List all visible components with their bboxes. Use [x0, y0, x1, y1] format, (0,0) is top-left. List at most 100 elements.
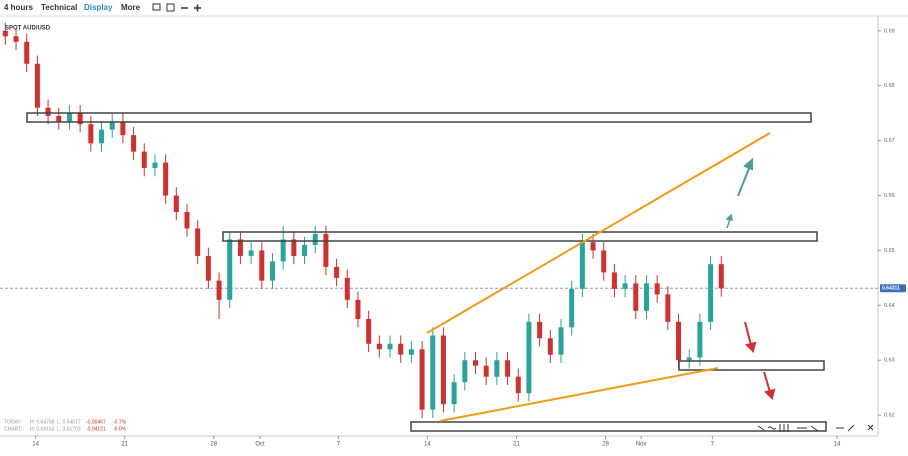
candle-body	[312, 233, 318, 245]
candle-body	[622, 283, 628, 289]
x-tick-label: 14	[424, 442, 431, 448]
candle-body	[462, 360, 468, 383]
x-tick-label: 14	[834, 442, 841, 448]
candle-body	[398, 343, 404, 355]
zoom-in[interactable]	[194, 4, 201, 12]
zone-box	[410, 421, 827, 432]
last-price-tag	[880, 284, 906, 293]
display-menu[interactable]: Display	[84, 3, 113, 12]
stat-change: -0.04121	[86, 426, 106, 432]
candle-body	[483, 365, 489, 377]
candle-body	[109, 121, 115, 130]
y-tick-label: 0.63	[884, 358, 895, 364]
zone-box	[222, 231, 818, 242]
candle-body	[302, 244, 308, 256]
candle-body	[355, 299, 361, 320]
candle-body	[376, 343, 382, 350]
candle-body	[590, 242, 596, 251]
y-tick-label: 0.66	[884, 193, 895, 199]
candle-body	[184, 212, 190, 229]
open-icon[interactable]	[152, 3, 161, 11]
candle-body	[643, 283, 649, 311]
candle-body	[24, 41, 30, 64]
candle-body	[366, 319, 372, 344]
candle-body	[237, 239, 243, 256]
candle-body	[88, 124, 94, 144]
candle-body	[269, 261, 275, 281]
candle-body	[579, 242, 585, 289]
candle-body	[291, 239, 297, 256]
candle-body	[227, 239, 233, 300]
candle-body	[195, 228, 201, 256]
x-tick-label: Nov	[636, 442, 647, 448]
stat-low: L: 0.64077	[57, 419, 81, 425]
candle-body	[708, 264, 714, 322]
candle-body	[665, 294, 671, 322]
symbol: SPOT AUD/USD	[5, 26, 51, 32]
candle-body	[505, 360, 511, 377]
y-tick-label: 0.64	[884, 303, 895, 309]
arrow-up	[737, 157, 753, 197]
arrow-down	[763, 371, 776, 400]
candle-body	[547, 338, 553, 355]
y-tick-label: 0.67	[884, 138, 895, 144]
x-tick-label: 14	[32, 442, 39, 448]
candle-body	[686, 357, 692, 361]
candle-body	[611, 272, 617, 289]
stat-low: L: 0.61703	[57, 426, 81, 432]
stat-label: CHART:	[4, 426, 22, 432]
candle-body	[34, 63, 40, 108]
stat-high: H: 0.64798	[30, 419, 55, 425]
candle-body	[45, 107, 51, 116]
candle-body	[2, 30, 8, 37]
candle-body	[654, 283, 660, 295]
y-tick-label: 0.65	[884, 248, 895, 254]
candle-body	[408, 349, 414, 355]
last-price-label: 0.64311	[882, 286, 900, 292]
candle-body	[440, 335, 446, 405]
y-tick-label: 0.62	[884, 413, 895, 419]
candle-body	[601, 250, 607, 273]
close-tools[interactable]	[867, 424, 874, 431]
candle-body	[152, 162, 158, 169]
x-tick-label: Oct	[255, 442, 265, 448]
candle-body	[515, 376, 521, 394]
candle-body	[344, 277, 350, 300]
trend-line	[439, 367, 719, 422]
candle-body	[120, 121, 126, 136]
candle-body	[13, 36, 19, 42]
candle-body	[66, 113, 72, 122]
stats: TODAY: H: 0.64798 L: 0.64077 -0.00467 -0.7% C…	[4, 419, 127, 432]
y-tick-label: 0.68	[884, 83, 895, 89]
interval-menu[interactable]: 4 hours	[4, 3, 33, 12]
candle-body	[99, 129, 105, 144]
candle-body	[205, 255, 211, 281]
technical-menu[interactable]: Technical	[41, 3, 77, 12]
candle-body	[430, 335, 436, 410]
y-tick-label: 0.69	[884, 28, 895, 34]
candle-body	[334, 266, 340, 278]
drawing-tools[interactable]	[757, 424, 874, 432]
candle-body	[280, 239, 286, 262]
stat-change: -0.00467	[86, 419, 106, 425]
zone-box	[678, 360, 825, 371]
candle-body	[131, 135, 137, 152]
candle-body	[248, 250, 254, 256]
candle-body	[259, 250, 265, 281]
arrow-down	[744, 321, 757, 353]
zone-box	[26, 112, 812, 123]
tool-icons[interactable]	[757, 424, 855, 432]
candle-body	[633, 283, 639, 311]
candle-body	[558, 327, 564, 355]
candle-body	[718, 264, 724, 289]
candle-body	[451, 382, 457, 405]
candle-body	[173, 195, 179, 212]
stat-high: H: 0.69163	[30, 426, 55, 432]
save-icon[interactable]	[166, 3, 175, 12]
toolbar: 4 hours Technical Display More	[4, 3, 201, 12]
more-menu[interactable]: More	[121, 3, 141, 12]
x-tick-label: 28	[602, 442, 609, 448]
candle-body	[56, 115, 62, 122]
trend-line	[426, 132, 771, 334]
